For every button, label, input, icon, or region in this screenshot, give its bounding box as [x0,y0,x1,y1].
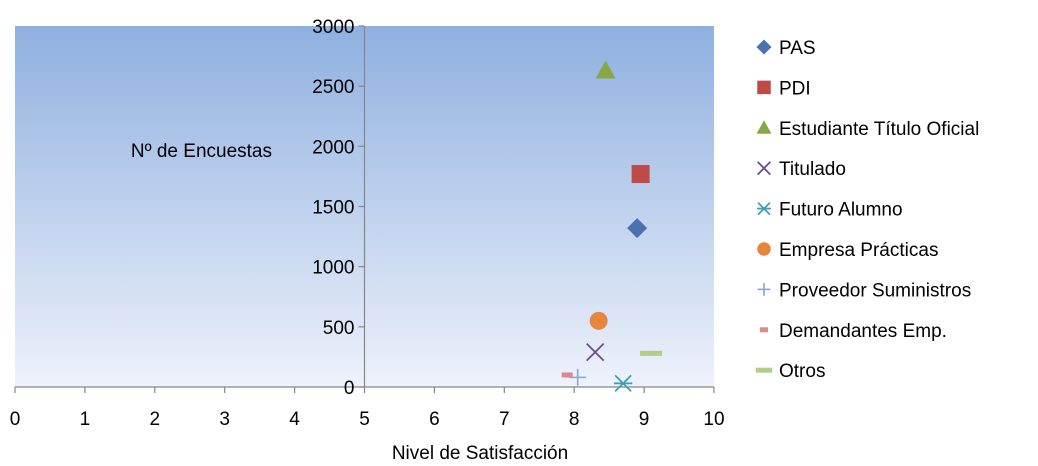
legend-marker-otros [755,367,773,373]
axes: 0 1 2 3 4 5 6 7 8 9 10 0 500 1000 1500 2000 2500 3000 [10,17,725,430]
x-tick-label: 9 [639,409,650,430]
x-tick-label: 7 [499,409,510,430]
y-tick-label: 500 [323,318,355,339]
x-tick-label: 6 [429,409,440,430]
legend-marker-futuro-alumno [757,201,771,216]
x-tick-label: 3 [219,409,230,430]
x-tick-label: 4 [289,409,300,430]
legend-marker-estudiante-titulo-oficial [756,120,772,134]
legend-marker-titulado [756,161,772,176]
legend-label-pdi: PDI [779,78,811,99]
x-tick-label: 2 [150,409,161,430]
legend-marker-proveedor-suministros [757,283,771,296]
point-otros [640,350,663,356]
point-estudiante-titulo-oficial [595,60,616,79]
x-axis-title: Nivel de Satisfacción [392,443,568,464]
point-demandantes-emp [561,372,573,378]
y-tick-label: 1000 [312,258,354,279]
legend-marker-pdi [757,80,771,95]
legend-label-estudiante-titulo-oficial: Estudiante Título Oficial [779,119,979,140]
x-tick-label: 10 [703,409,724,430]
x-tick-label: 5 [359,409,370,430]
y-tick-label: 3000 [312,17,354,38]
x-tick-label: 0 [10,409,21,430]
point-pdi [631,165,650,184]
point-pas [627,218,648,239]
legend-label-otros: Otros [779,361,825,382]
legend-label-pas: PAS [779,38,816,59]
y-tick-label: 2000 [312,137,354,158]
point-titulado [586,342,605,362]
y-tick-label: 0 [344,378,355,399]
point-empresa-practicas [589,311,608,330]
x-tick-label: 1 [80,409,91,430]
legend-label-titulado: Titulado [779,159,846,180]
data-points [561,60,663,393]
legend-label-futuro-alumno: Futuro Alumno [779,200,903,221]
legend-label-proveedor-suministros: Proveedor Suministros [779,280,971,301]
legend-marker-demandantes-emp [759,327,769,333]
x-tick-label: 8 [569,409,580,430]
y-tick-label: 2500 [312,77,354,98]
legend-label-demandantes-emp: Demandantes Emp. [779,321,947,342]
point-futuro-alumno [613,374,633,393]
y-tick-label: 1500 [312,198,354,219]
legend-marker-empresa-practicas [757,242,771,256]
y-axis-title: Nº de Encuestas [131,141,272,162]
legend-label-empresa-practicas: Empresa Prácticas [779,240,938,261]
legend: PAS PDI Estudiante Título Oficial Titulado F… [755,38,979,382]
legend-marker-pas [756,39,772,55]
